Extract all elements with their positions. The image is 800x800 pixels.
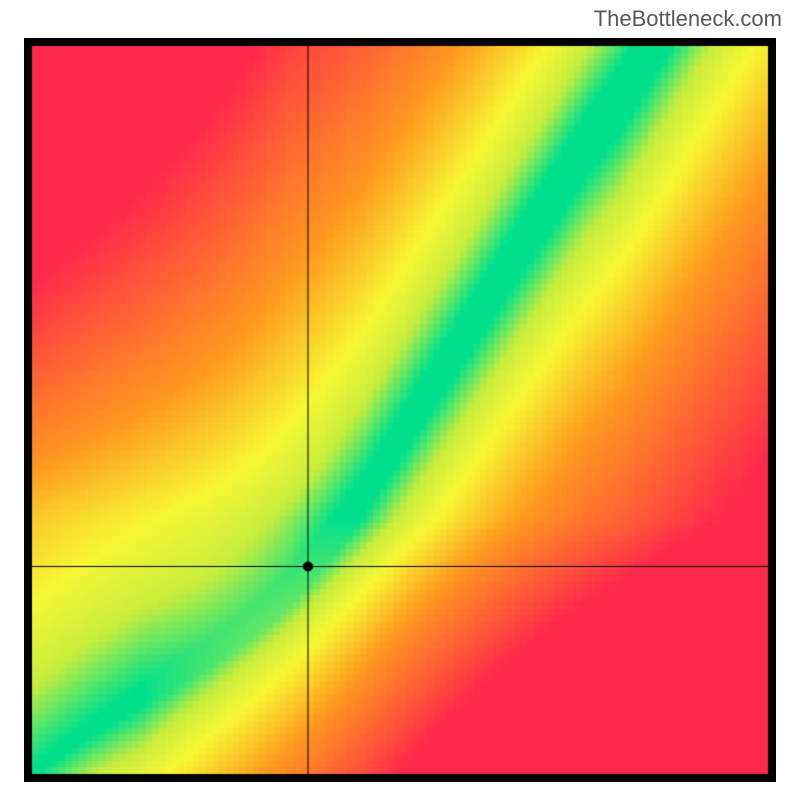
chart-container: TheBottleneck.com xyxy=(0,0,800,800)
heatmap-canvas xyxy=(24,38,776,782)
plot-area xyxy=(24,38,776,782)
watermark-text: TheBottleneck.com xyxy=(594,6,782,32)
